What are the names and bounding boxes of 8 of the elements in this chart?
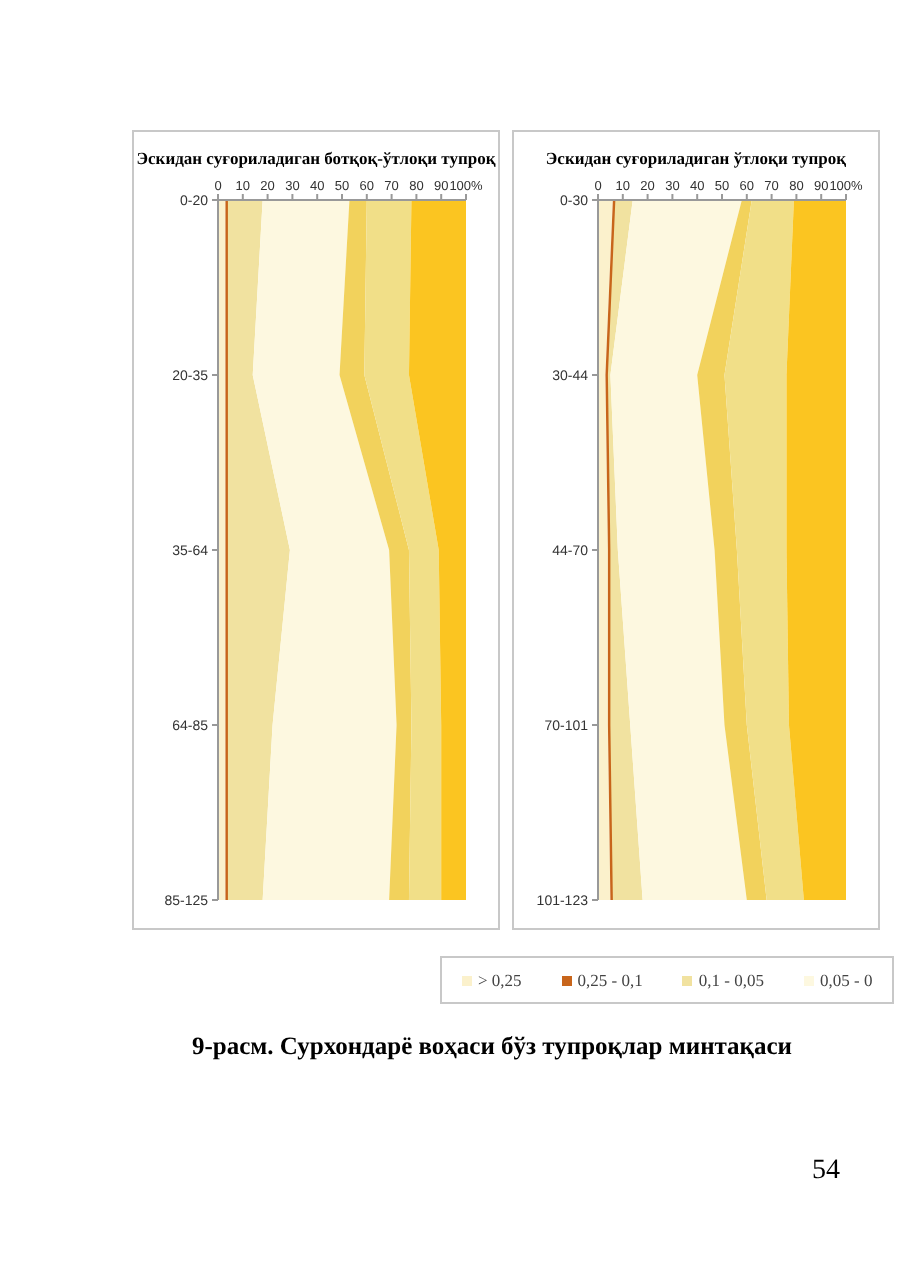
text: 54: [812, 1156, 840, 1188]
legend-label: > 0,25: [478, 970, 522, 990]
legend-label: 0,05 - 0: [819, 970, 873, 990]
legend-label: 0,25 - 0,1: [577, 970, 643, 990]
chart-title: Эскидан суғориладиган ўтлоқи тупроқ: [543, 148, 849, 168]
chart-title: Эскидан суғориладиган ботқоқ-ўтлоқи тупроқ: [134, 148, 498, 168]
legend-label: 0,1 - 0,05: [698, 970, 764, 990]
text: 9-расм. Сурхондарё воҳаси бўз тупроқлар минтақаси: [189, 1032, 795, 1062]
